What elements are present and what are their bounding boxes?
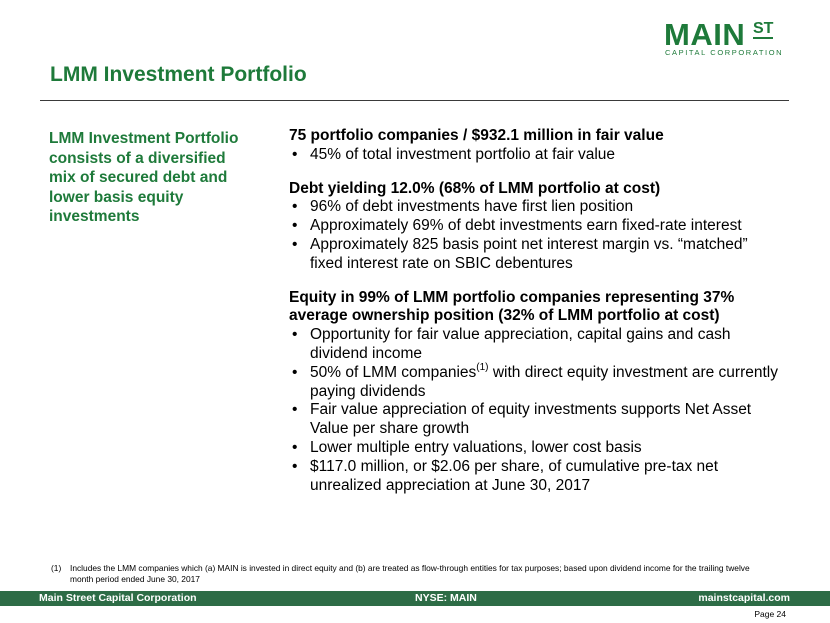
bullet-item: Approximately 825 basis point net intere… bbox=[289, 236, 779, 274]
footnote: (1) Includes the LMM companies which (a)… bbox=[51, 563, 751, 585]
logo-mark: MAIN ST bbox=[664, 17, 784, 52]
company-logo: MAIN ST CAPITAL CORPORATION bbox=[664, 17, 784, 57]
bullet-item: 96% of debt investments have first lien … bbox=[289, 198, 779, 217]
footnote-reference: (1) bbox=[476, 361, 489, 373]
footer-website: mainstcapital.com bbox=[698, 592, 790, 604]
bullet-text: 50% of LMM companies bbox=[310, 363, 477, 381]
bullet-item: $117.0 million, or $2.06 per share, of c… bbox=[289, 458, 779, 496]
logo-superscript: ST bbox=[753, 20, 774, 39]
footer-ticker: NYSE: MAIN bbox=[415, 592, 477, 604]
bullet-item: Opportunity for fair value appreciation,… bbox=[289, 326, 779, 364]
logo-subtitle: CAPITAL CORPORATION bbox=[665, 48, 784, 57]
footer-bar: Main Street Capital Corporation NYSE: MA… bbox=[0, 591, 830, 606]
bullet-list: 45% of total investment portfolio at fai… bbox=[289, 146, 779, 165]
slide-title: LMM Investment Portfolio bbox=[50, 63, 307, 86]
section-equity: Equity in 99% of LMM portfolio companies… bbox=[289, 289, 779, 496]
bullet-item: 50% of LMM companies(1) with direct equi… bbox=[289, 361, 779, 402]
bullet-list: Opportunity for fair value appreciation,… bbox=[289, 326, 779, 495]
section-heading: 75 portfolio companies / $932.1 million … bbox=[289, 127, 664, 144]
section-debt: Debt yielding 12.0% (68% of LMM portfoli… bbox=[289, 180, 779, 274]
bullet-text: with direct equity investment are curren… bbox=[310, 363, 778, 400]
footnote-mark: (1) bbox=[51, 563, 62, 573]
section-heading: Equity in 99% of LMM portfolio companies… bbox=[289, 288, 735, 325]
page-number: Page 24 bbox=[754, 609, 786, 619]
section-portfolio: 75 portfolio companies / $932.1 million … bbox=[289, 127, 779, 165]
bullet-item: Approximately 69% of debt investments ea… bbox=[289, 217, 779, 236]
bullet-item: 45% of total investment portfolio at fai… bbox=[289, 146, 779, 165]
bullet-item: Fair value appreciation of equity invest… bbox=[289, 401, 779, 439]
footer-company: Main Street Capital Corporation bbox=[39, 592, 197, 604]
main-content: 75 portfolio companies / $932.1 million … bbox=[289, 127, 779, 510]
title-divider bbox=[40, 100, 789, 101]
bullet-item: Lower multiple entry valuations, lower c… bbox=[289, 439, 779, 458]
logo-word: MAIN bbox=[664, 17, 746, 52]
bullet-list: 96% of debt investments have first lien … bbox=[289, 198, 779, 273]
section-heading: Debt yielding 12.0% (68% of LMM portfoli… bbox=[289, 179, 661, 197]
sidebar-summary: LMM Investment Portfolio consists of a d… bbox=[49, 130, 239, 225]
footnote-text: Includes the LMM companies which (a) MAI… bbox=[70, 563, 750, 584]
